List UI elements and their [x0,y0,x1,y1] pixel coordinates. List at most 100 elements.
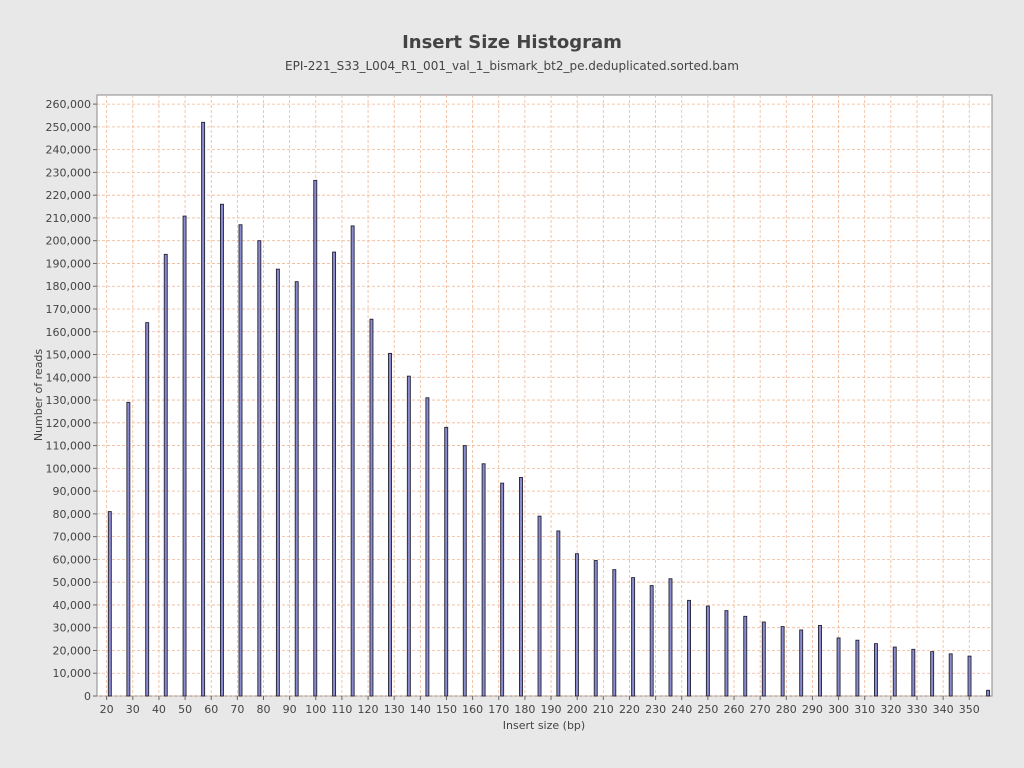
y-tick-label: 70,000 [53,531,92,544]
histogram-bar [201,121,206,697]
x-tick-label: 150 [436,703,457,716]
histogram-bar [481,463,486,697]
y-tick-label: 260,000 [46,98,92,111]
y-tick-label: 90,000 [53,485,92,498]
x-tick-label: 120 [358,703,379,716]
plot-area [96,94,993,697]
histogram-bar [612,569,617,697]
histogram-bar [911,648,916,697]
histogram-bar [462,445,467,697]
histogram-bar [219,203,224,697]
y-tick-label: 140,000 [46,371,92,384]
grid-lines [97,95,992,697]
x-tick-label: 200 [567,703,588,716]
x-tick-label: 280 [776,703,797,716]
y-tick-label: 10,000 [53,667,92,680]
y-tick-label: 200,000 [46,235,92,248]
x-tick-label: 140 [410,703,431,716]
y-tick-label: 100,000 [46,462,92,475]
y-tick-label: 240,000 [46,144,92,157]
axes: 20 30 40 50 60 70 80 90 100 110 120 130 140 150 160 170… [46,98,980,716]
histogram-bar [743,615,748,697]
x-tick-label: 110 [331,703,352,716]
histogram-bar [257,240,262,697]
histogram-bar [275,268,280,697]
x-tick-label: 60 [204,703,218,716]
y-tick-label: 110,000 [46,440,92,453]
x-tick-label: 290 [802,703,823,716]
x-tick-label: 190 [541,703,562,716]
histogram-bar [145,322,150,697]
histogram-bar [855,639,860,697]
x-tick-label: 40 [152,703,166,716]
histogram-bar [500,482,505,697]
chart-subtitle: EPI-221_S33_L004_R1_001_val_1_bismark_bt… [285,59,739,73]
y-tick-label: 0 [84,690,91,703]
x-tick-label: 330 [906,703,927,716]
histogram-bar [668,578,673,697]
x-tick-label: 30 [126,703,140,716]
x-tick-label: 70 [230,703,244,716]
x-tick-label: 300 [828,703,849,716]
y-tick-label: 60,000 [53,553,92,566]
y-tick-label: 180,000 [46,280,92,293]
x-tick-label: 310 [854,703,875,716]
y-tick-label: 190,000 [46,257,92,270]
x-tick-label: 100 [305,703,326,716]
histogram-bar [986,689,991,697]
histogram-bar [649,585,654,697]
x-tick-label: 130 [384,703,405,716]
x-tick-label: 250 [697,703,718,716]
histogram-bar [107,511,112,697]
histogram-bar [593,560,598,697]
histogram-bar [967,655,972,697]
histogram-bar [836,637,841,697]
histogram-bar [369,318,374,697]
x-tick-label: 340 [933,703,954,716]
histogram-bar [930,651,935,697]
x-tick-label: 180 [514,703,535,716]
histogram-bar [724,610,729,697]
histogram-bar [761,621,766,697]
y-tick-label: 130,000 [46,394,92,407]
histogram-bar [818,624,822,697]
histogram-bar [425,397,430,697]
histogram-bar [350,225,355,697]
histogram-bar [182,215,187,697]
x-tick-label: 170 [488,703,509,716]
y-axis-label: Number of reads [32,349,45,442]
y-tick-label: 160,000 [46,326,92,339]
histogram-bar [705,605,710,697]
histogram-bar [444,426,449,697]
histogram-bar [780,626,785,697]
y-tick-label: 20,000 [53,644,92,657]
histogram-bar [294,281,299,697]
y-tick-label: 220,000 [46,189,92,202]
histogram-bar [126,401,131,697]
x-tick-label: 50 [178,703,192,716]
chart-title: Insert Size Histogram [402,32,622,53]
y-tick-label: 170,000 [46,303,92,316]
y-tick-label: 80,000 [53,508,92,521]
histogram-bar [799,629,804,697]
y-tick-label: 50,000 [53,576,92,589]
histogram-bar [873,643,878,697]
y-tick-label: 230,000 [46,166,92,179]
y-tick-label: 30,000 [53,622,92,635]
x-tick-label: 20 [100,703,114,716]
x-tick-label: 260 [724,703,745,716]
histogram-bar [332,251,337,697]
x-tick-label: 210 [593,703,614,716]
y-tick-label: 120,000 [46,417,92,430]
histogram-bar [313,179,318,697]
x-tick-label: 80 [257,703,271,716]
histogram-bar [631,577,636,697]
x-tick-label: 270 [750,703,771,716]
x-tick-label: 230 [645,703,666,716]
y-tick-label: 150,000 [46,349,92,362]
y-tick-label: 250,000 [46,121,92,134]
x-tick-label: 240 [671,703,692,716]
histogram-bar [892,646,897,697]
